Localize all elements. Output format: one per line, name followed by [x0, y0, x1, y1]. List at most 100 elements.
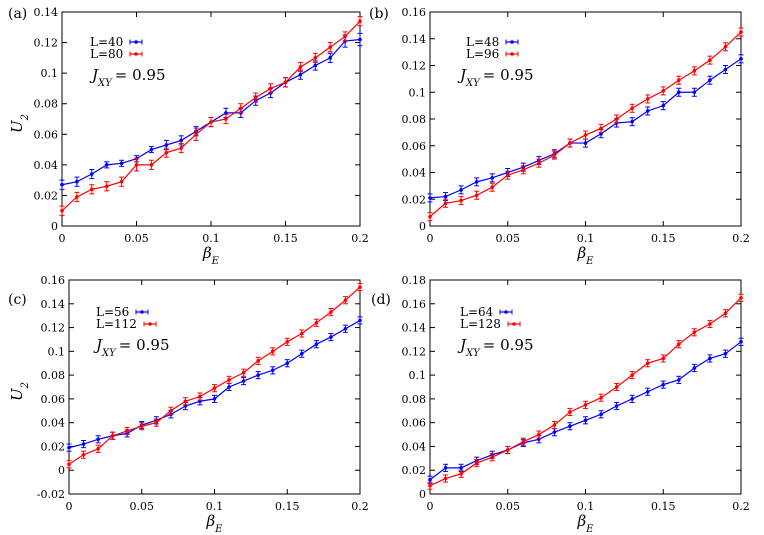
y-tick-label: 0.1 [41, 67, 59, 80]
data-point [583, 418, 588, 423]
y-tick-label: 0.12 [402, 345, 427, 358]
data-point [239, 106, 243, 111]
data-point [60, 208, 64, 213]
x-tick-label: 0 [66, 500, 73, 513]
y-tick-label: 0.1 [409, 369, 427, 382]
y-tick-label: 0 [419, 488, 426, 501]
y-axis-label-group: U2 [8, 382, 31, 401]
y-axis-label: U2 [8, 114, 31, 133]
legend-label: L=48 [466, 35, 499, 49]
data-point [283, 80, 288, 85]
x-tick-label: 0.2 [351, 500, 369, 513]
data-point [537, 161, 541, 165]
data-point [164, 143, 169, 147]
data-point [723, 44, 728, 49]
data-point [256, 373, 260, 377]
data-point [661, 89, 666, 93]
x-tick-label: 0.1 [202, 232, 220, 245]
data-point [474, 461, 479, 465]
y-tick-label: 0 [58, 464, 65, 477]
y-tick-label: 0.04 [34, 159, 59, 172]
data-point [169, 408, 173, 413]
series-L=80 [59, 16, 363, 216]
data-point [428, 477, 432, 482]
data-point [227, 385, 231, 389]
data-point [568, 141, 572, 145]
legend-marker [504, 310, 508, 314]
data-point [505, 448, 510, 452]
data-point [96, 437, 100, 442]
data-point [227, 378, 231, 382]
data-point [298, 72, 303, 77]
data-point [443, 466, 448, 470]
coupling-annotation: JXY = 0.95 [93, 336, 170, 359]
legend-marker [134, 52, 138, 56]
data-point [645, 109, 650, 113]
data-point [568, 410, 572, 414]
data-point [692, 366, 697, 370]
x-tick-label: 0 [59, 232, 66, 245]
data-point [599, 126, 603, 131]
data-point [552, 423, 557, 427]
y-tick-label: 0.06 [402, 140, 427, 153]
x-tick-label: 0.05 [124, 232, 149, 245]
data-point [75, 195, 79, 199]
data-point [75, 179, 79, 184]
data-point [443, 476, 448, 481]
x-axis-label: βE [206, 512, 224, 535]
data-point [459, 188, 463, 192]
data-point [119, 179, 124, 184]
x-tick-label: 0 [427, 232, 434, 245]
coupling-annotation: JXY = 0.95 [457, 336, 534, 359]
y-tick-label: 0.06 [402, 417, 427, 430]
data-point [358, 285, 362, 289]
y-axis-label-group: U2 [8, 114, 31, 133]
y-tick-label: 0.08 [402, 393, 427, 406]
y-tick-label: 0 [51, 220, 58, 233]
data-point [329, 335, 333, 339]
data-point [428, 196, 432, 200]
data-point [599, 412, 603, 417]
y-tick-label: 0.02 [41, 440, 66, 453]
data-point [459, 471, 463, 476]
data-point [300, 331, 304, 336]
data-point [285, 340, 290, 344]
x-tick-label: 0.05 [496, 500, 521, 513]
data-point [209, 120, 213, 124]
data-point [552, 153, 557, 157]
data-point [179, 138, 183, 143]
data-point [614, 404, 619, 408]
data-point [194, 132, 198, 137]
legend: L=56L=112 [96, 305, 157, 331]
legend-marker [148, 322, 152, 326]
legend-label: L=64 [460, 305, 494, 319]
series-L=112 [66, 283, 363, 469]
data-point [490, 185, 495, 190]
data-point [739, 296, 743, 300]
y-tick-label: 0.06 [34, 128, 59, 141]
x-tick-label: 0.1 [577, 500, 595, 513]
data-point [358, 19, 362, 23]
y-tick-label: 0.18 [402, 274, 427, 287]
y-tick-label: 0.02 [34, 189, 59, 202]
y-tick-label: 0.1 [48, 345, 66, 358]
legend-label: L=128 [460, 317, 501, 331]
y-tick-label: 0.06 [41, 393, 66, 406]
data-point [692, 330, 697, 335]
y-tick-label: 0.16 [402, 298, 427, 311]
data-point [314, 321, 319, 325]
data-point [328, 45, 333, 49]
y-tick-label: 0.16 [41, 274, 66, 287]
data-point [677, 378, 681, 382]
y-tick-label: 0 [419, 220, 426, 233]
data-point [583, 403, 588, 407]
data-point [241, 379, 246, 383]
legend: L=64L=128 [460, 305, 521, 331]
data-point [692, 90, 697, 95]
legend-marker [140, 310, 144, 314]
y-tick-label: 0.16 [402, 6, 427, 19]
data-point [164, 150, 169, 155]
data-point [179, 146, 183, 150]
data-point [298, 65, 303, 69]
